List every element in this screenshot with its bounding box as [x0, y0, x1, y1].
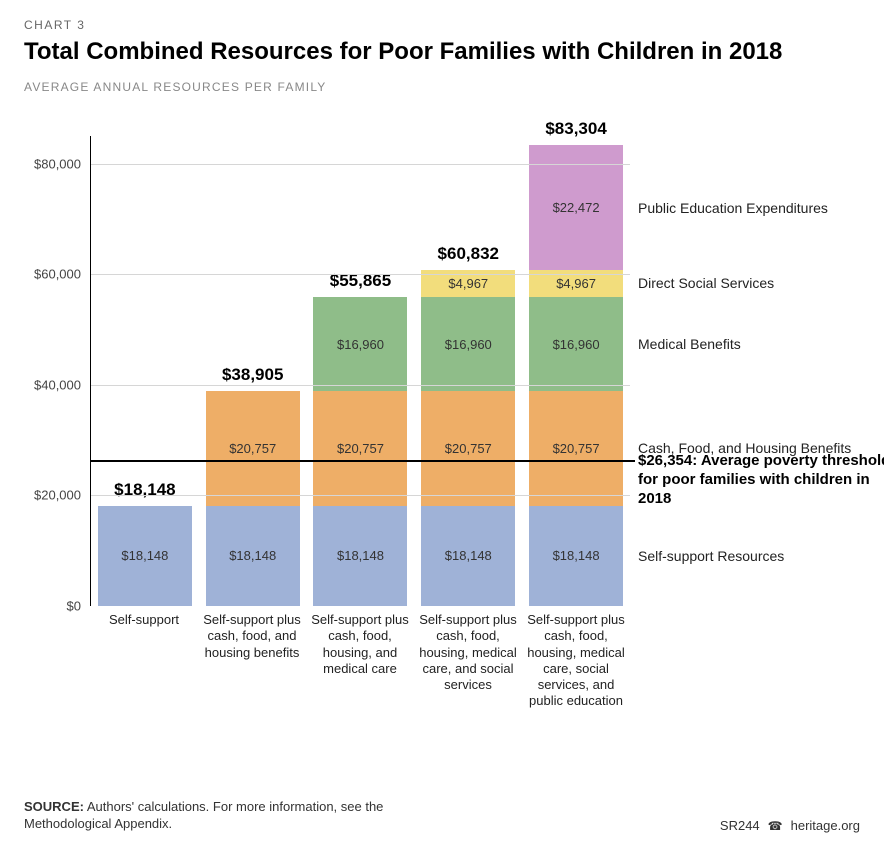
bar-column: $18,148$20,757$38,905	[206, 391, 300, 606]
legend-item-edu: Public Education Expenditures	[638, 200, 828, 217]
chart-subtitle: AVERAGE ANNUAL RESOURCES PER FAMILY	[24, 80, 860, 94]
x-axis-label: Self-support	[94, 612, 194, 710]
bar-segment-cash: $20,757	[206, 391, 300, 506]
bar-column: $18,148$18,148	[98, 506, 192, 606]
legend-item-social: Direct Social Services	[638, 275, 774, 292]
bar-segment-self: $18,148	[421, 506, 515, 606]
legend-labels: Self-support ResourcesCash, Food, and Ho…	[638, 136, 860, 606]
y-axis-tick: $80,000	[34, 156, 91, 171]
y-axis-tick: $40,000	[34, 377, 91, 392]
x-axis-label: Self-support plus cash, food, housing, m…	[526, 612, 626, 710]
bar-segment-self: $18,148	[206, 506, 300, 606]
y-axis-tick: $20,000	[34, 488, 91, 503]
poverty-threshold-line	[90, 460, 635, 462]
legend-item-medical: Medical Benefits	[638, 336, 741, 353]
x-axis-label: Self-support plus cash, food, and housin…	[202, 612, 302, 710]
legend-item-self: Self-support Resources	[638, 548, 784, 565]
bar-segment-cash: $20,757	[313, 391, 407, 506]
bar-segment-self: $18,148	[313, 506, 407, 606]
bar-segment-cash: $20,757	[421, 391, 515, 506]
report-id: SR244	[720, 818, 760, 833]
chart-footer: SOURCE: Authors' calculations. For more …	[24, 799, 860, 833]
plot-region: $18,148$18,148$18,148$20,757$38,905$18,1…	[90, 136, 630, 606]
source-prefix: SOURCE:	[24, 799, 84, 814]
bar-segment-medical: $16,960	[529, 297, 623, 391]
footer-site: heritage.org	[791, 818, 860, 833]
bar-segment-self: $18,148	[98, 506, 192, 606]
y-axis-tick: $60,000	[34, 267, 91, 282]
bar-column: $18,148$20,757$16,960$55,865	[313, 297, 407, 606]
bar-column: $18,148$20,757$16,960$4,967$22,472$83,30…	[529, 145, 623, 606]
gridline	[91, 274, 630, 275]
bar-total-label: $60,832	[438, 244, 499, 264]
bar-column: $18,148$20,757$16,960$4,967$60,832	[421, 270, 515, 606]
bar-total-label: $38,905	[222, 365, 283, 385]
bar-total-label: $18,148	[114, 480, 175, 500]
x-axis-label: Self-support plus cash, food, housing, m…	[418, 612, 518, 710]
poverty-threshold-label: $26,354: Average poverty threshold for p…	[638, 452, 884, 508]
x-axis-labels: Self-supportSelf-support plus cash, food…	[90, 612, 630, 710]
bar-segment-cash: $20,757	[529, 391, 623, 506]
gridline	[91, 164, 630, 165]
source-note: SOURCE: Authors' calculations. For more …	[24, 799, 424, 833]
bar-segment-medical: $16,960	[421, 297, 515, 391]
chart-number-label: CHART 3	[24, 18, 860, 32]
chart-area: $18,148$18,148$18,148$20,757$38,905$18,1…	[24, 104, 860, 724]
gridline	[91, 385, 630, 386]
heritage-icon: ☎	[768, 819, 783, 833]
chart-title: Total Combined Resources for Poor Famili…	[24, 38, 860, 66]
bars-container: $18,148$18,148$18,148$20,757$38,905$18,1…	[91, 136, 630, 606]
bar-total-label: $83,304	[545, 119, 606, 139]
gridline	[91, 495, 630, 496]
y-axis-tick: $0	[67, 599, 91, 614]
footer-right: SR244 ☎ heritage.org	[720, 818, 860, 833]
bar-segment-medical: $16,960	[313, 297, 407, 391]
bar-segment-self: $18,148	[529, 506, 623, 606]
x-axis-label: Self-support plus cash, food, housing, a…	[310, 612, 410, 710]
